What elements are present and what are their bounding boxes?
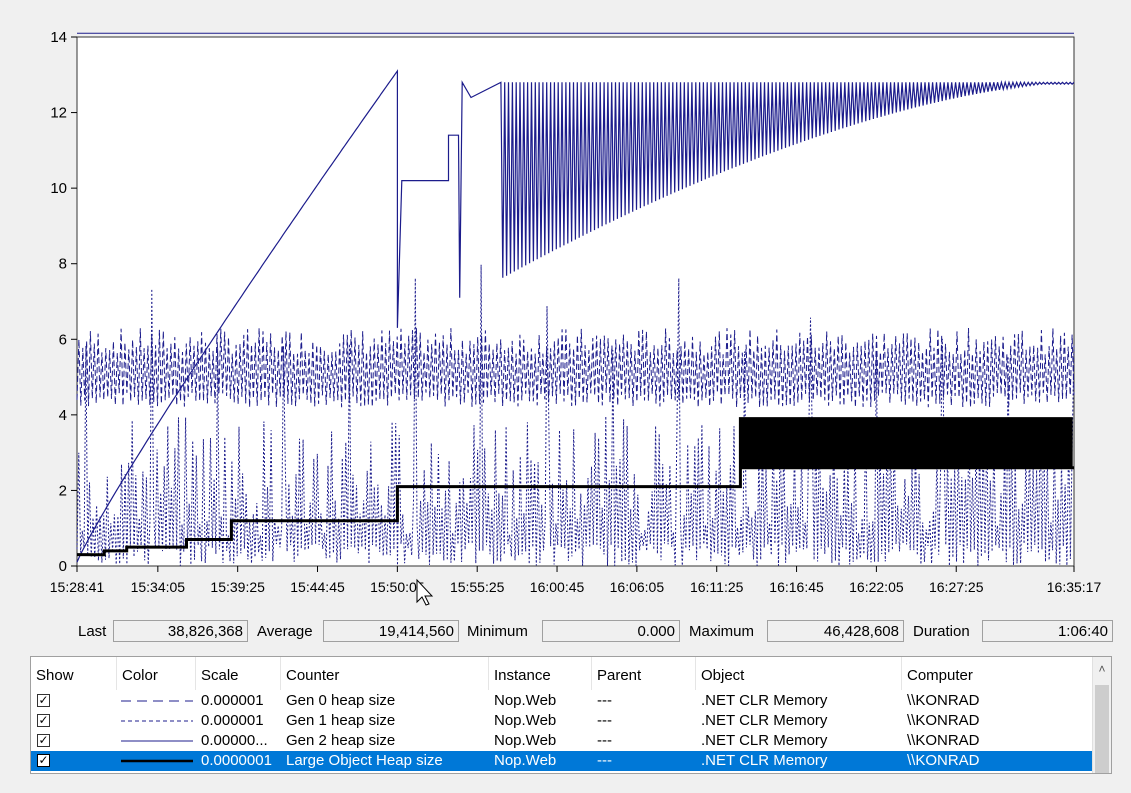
chart-svg: 0 2 4 6 8 10 12 14 15:28:41 15:34:05 15:39:25 15:44… [50,29,1102,606]
cell-instance: Nop.Web [494,732,557,749]
stats-bar: Last 38,826,368 Average 19,414,560 Minim… [0,618,1131,646]
series-gen2-line [76,69,1075,563]
cell-counter: Gen 1 heap size [286,712,396,729]
series-gen1-line [76,264,1075,566]
line-style-swatch [121,720,193,722]
cell-instance: Nop.Web [494,692,557,709]
cell-parent: --- [597,712,612,729]
show-checkbox[interactable]: ✓ [37,713,50,727]
cell-computer: \\KONRAD [907,692,980,709]
table-row[interactable]: ✓ 0.0000001 Large Object Heap size Nop.Web -… [31,751,1093,771]
maximum-value: 46,428,608 [767,620,904,642]
header-parent[interactable]: Parent [592,657,696,690]
y-tick-label: 0 [59,558,67,575]
line-style-swatch [121,759,193,763]
cell-parent: --- [597,732,612,749]
cell-object: .NET CLR Memory [701,692,828,709]
average-value: 19,414,560 [323,620,459,642]
x-tick-label: 16:00:45 [530,579,585,595]
table-row[interactable]: ✓ 0.000001 Gen 0 heap size Nop.Web --- .NET C… [31,691,1093,711]
cell-counter: Gen 2 heap size [286,732,396,749]
cell-object: .NET CLR Memory [701,732,828,749]
cell-instance: Nop.Web [494,712,557,729]
axis-layer: 0 2 4 6 8 10 12 14 15:28:41 15:34:05 15:39:25 15:44… [50,29,1102,595]
average-label: Average [257,623,313,640]
x-tick-label: 15:50:05 [370,579,425,595]
last-value: 38,826,368 [113,620,248,642]
cell-counter: Large Object Heap size [286,752,443,769]
table-row[interactable]: ✓ 0.00000... Gen 2 heap size Nop.Web --- .NET… [31,731,1093,751]
series-loh-line [76,417,1074,557]
scrollbar-thumb[interactable] [1095,685,1109,773]
x-tick-label: 16:27:25 [929,579,984,595]
minimum-value: 0.000 [542,620,680,642]
header-counter[interactable]: Counter [281,657,489,690]
x-tick-label: 15:44:45 [290,579,345,595]
header-object[interactable]: Object [696,657,902,690]
x-tick-label: 16:11:25 [690,579,744,595]
show-checkbox[interactable]: ✓ [37,733,50,747]
table-header: Show Color Scale Counter Instance Parent… [31,657,1093,690]
x-tick-label: 16:22:05 [849,579,904,595]
x-tick-label: 15:28:41 [50,579,105,595]
show-checkbox[interactable]: ✓ [37,693,50,707]
cell-computer: \\KONRAD [907,712,980,729]
mouse-pointer-icon [416,578,434,606]
y-tick-label: 12 [50,105,67,122]
chevron-up-icon[interactable]: ˄ [1098,662,1106,676]
counter-table[interactable]: Show Color Scale Counter Instance Parent… [30,656,1112,774]
x-tick-label: 15:34:05 [131,579,186,595]
cell-object: .NET CLR Memory [701,752,828,769]
vertical-scrollbar[interactable]: ˄ [1092,657,1111,773]
last-label: Last [78,623,107,640]
cell-scale: 0.000001 [201,712,264,729]
y-tick-label: 6 [59,331,67,348]
cell-computer: \\KONRAD [907,732,980,749]
cell-instance: Nop.Web [494,752,557,769]
maximum-label: Maximum [689,623,755,640]
y-tick-label: 10 [50,180,67,197]
cell-computer: \\KONRAD [907,752,980,769]
x-tick-label: 16:35:17 [1047,579,1102,595]
header-show[interactable]: Show [31,657,117,690]
y-tick-label: 2 [59,482,67,499]
line-style-swatch [121,700,193,702]
line-style-swatch [121,740,193,742]
cell-scale: 0.00000... [201,732,268,749]
performance-chart: 0 2 4 6 8 10 12 14 15:28:41 15:34:05 15:39:25 15:44… [50,29,1102,606]
table-row[interactable]: ✓ 0.000001 Gen 1 heap size Nop.Web --- .NET C… [31,711,1093,731]
y-tick-label: 14 [50,29,67,46]
cell-scale: 0.000001 [201,692,264,709]
duration-label: Duration [913,623,970,640]
series-gen0-line [76,327,1075,408]
cell-counter: Gen 0 heap size [286,692,396,709]
x-tick-label: 15:55:25 [450,579,505,595]
series-layer [76,32,1075,566]
y-tick-label: 4 [59,407,67,424]
header-instance[interactable]: Instance [489,657,592,690]
cell-scale: 0.0000001 [201,752,272,769]
x-tick-label: 15:39:25 [210,579,265,595]
x-tick-label: 16:16:45 [769,579,824,595]
x-tick-label: 16:06:05 [610,579,665,595]
y-tick-label: 8 [59,256,67,273]
cell-parent: --- [597,752,612,769]
cell-parent: --- [597,692,612,709]
header-color[interactable]: Color [117,657,196,690]
minimum-label: Minimum [467,623,528,640]
show-checkbox[interactable]: ✓ [37,753,50,767]
duration-value: 1:06:40 [982,620,1113,642]
header-computer[interactable]: Computer [902,657,1093,690]
cell-object: .NET CLR Memory [701,712,828,729]
header-scale[interactable]: Scale [196,657,281,690]
